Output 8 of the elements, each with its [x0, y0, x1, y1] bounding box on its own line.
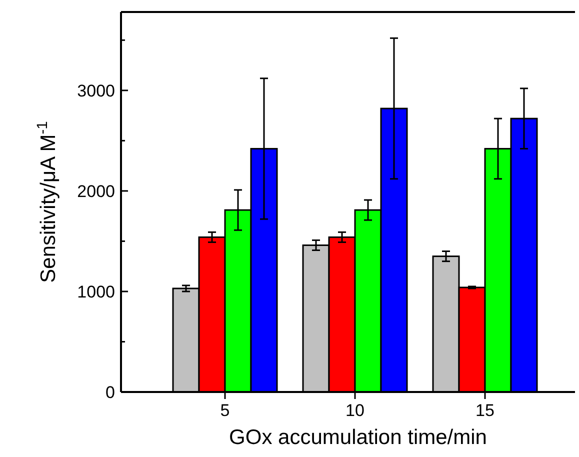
y-tick-label: 1000	[77, 282, 115, 302]
y-tick-label: 2000	[77, 182, 115, 201]
x-tick-label: 10	[346, 401, 364, 420]
x-tick-label: 15	[476, 401, 494, 420]
y-tick-label: 0	[106, 382, 115, 402]
y-tick-label: 3000	[77, 81, 115, 100]
x-tick-label: 5	[220, 401, 230, 420]
x-axis-title: GOx accumulation time/min	[229, 426, 487, 449]
